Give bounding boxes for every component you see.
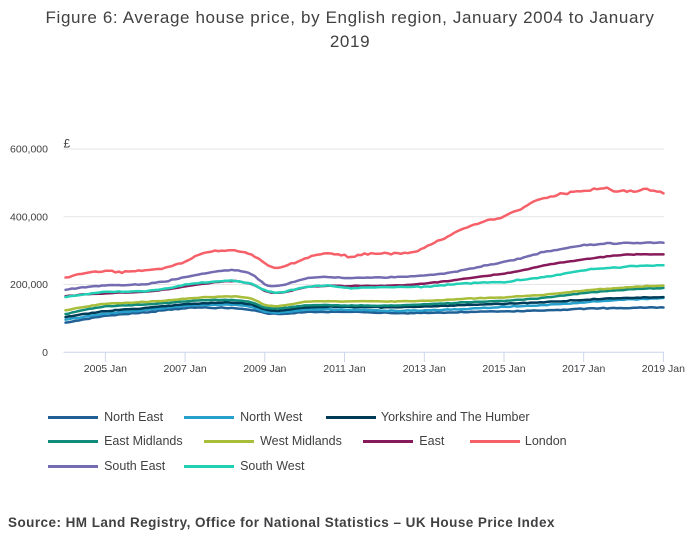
svg-text:2019 Jan: 2019 Jan: [642, 363, 685, 375]
svg-text:2009 Jan: 2009 Jan: [243, 363, 286, 375]
svg-text:2011 Jan: 2011 Jan: [323, 363, 366, 375]
svg-text:2007 Jan: 2007 Jan: [163, 363, 206, 375]
svg-text:2015 Jan: 2015 Jan: [482, 363, 525, 375]
svg-text:2013 Jan: 2013 Jan: [403, 363, 446, 375]
svg-text:£: £: [64, 137, 71, 151]
svg-text:200,000: 200,000: [10, 279, 48, 291]
svg-text:2005 Jan: 2005 Jan: [84, 363, 127, 375]
svg-text:400,000: 400,000: [10, 212, 48, 224]
svg-text:0: 0: [42, 347, 48, 359]
svg-text:600,000: 600,000: [10, 144, 48, 156]
svg-text:2017 Jan: 2017 Jan: [562, 363, 605, 375]
